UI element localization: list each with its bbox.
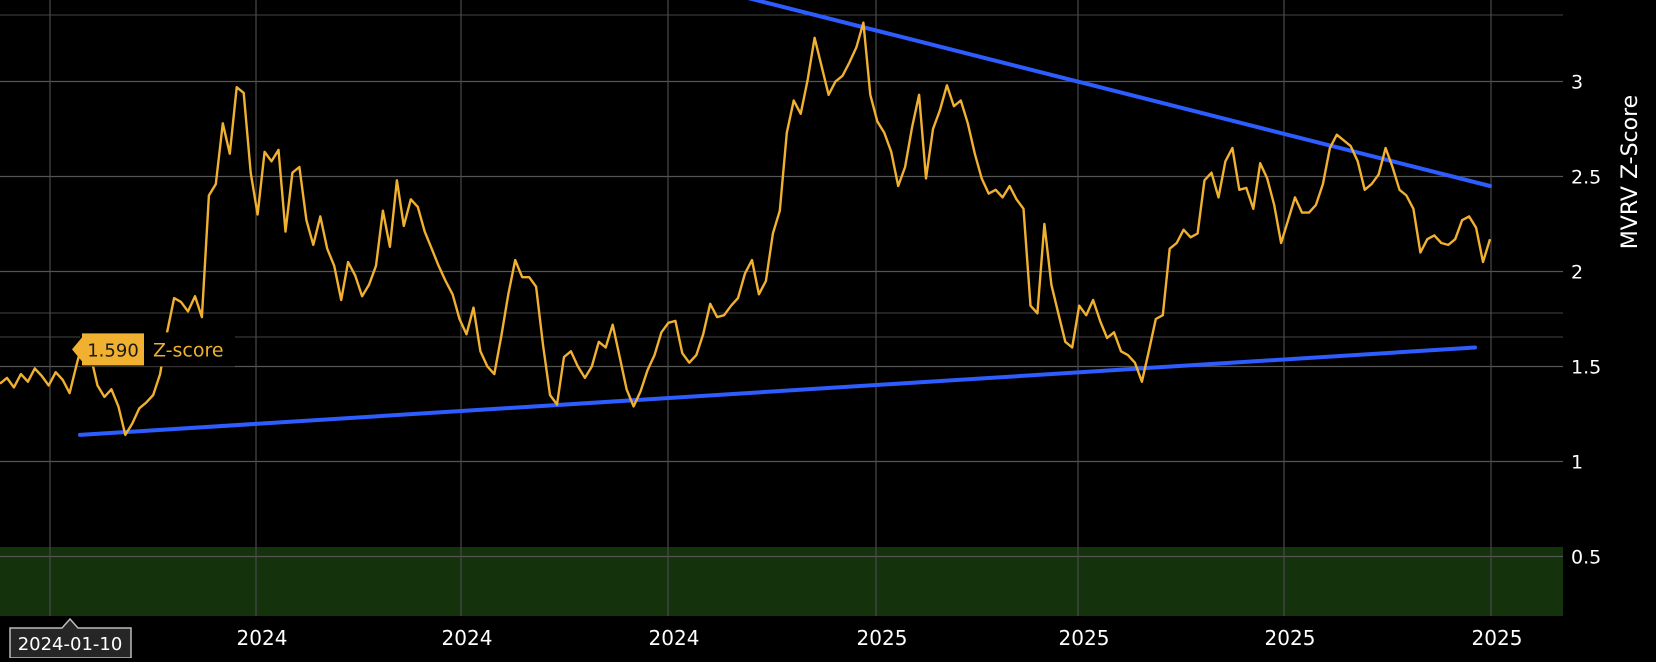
x-tick-label: 2025: [1059, 626, 1110, 650]
y-tick-label: 1.5: [1571, 357, 1601, 379]
x-tick-label: 2024: [442, 626, 493, 650]
tooltip-value-box: [72, 333, 144, 366]
trendline: [78, 345, 1477, 437]
y-tick-label: 2: [1571, 262, 1583, 284]
y-tick-label: 1: [1571, 452, 1583, 474]
y-axis-title: MVRV Z-Score: [1618, 95, 1643, 249]
crosshair-date: 2024-01-10: [18, 634, 123, 655]
x-tick-label: 2025: [1472, 626, 1523, 650]
tooltip-series-name: Z-score: [153, 339, 224, 361]
green-zone: [0, 547, 1563, 616]
y-tick-label: 3: [1571, 72, 1583, 94]
series-line-zscore: [0, 21, 1492, 437]
x-tick-label: 2024: [237, 626, 288, 650]
x-tick-label: 2025: [1265, 626, 1316, 650]
y-tick-label: 2.5: [1571, 167, 1601, 189]
tooltip-value: 1.590: [87, 340, 139, 361]
x-tick-label: 2024: [649, 626, 700, 650]
x-tick-label: 2025: [857, 626, 908, 650]
y-tick-label: 0.5: [1571, 547, 1601, 569]
